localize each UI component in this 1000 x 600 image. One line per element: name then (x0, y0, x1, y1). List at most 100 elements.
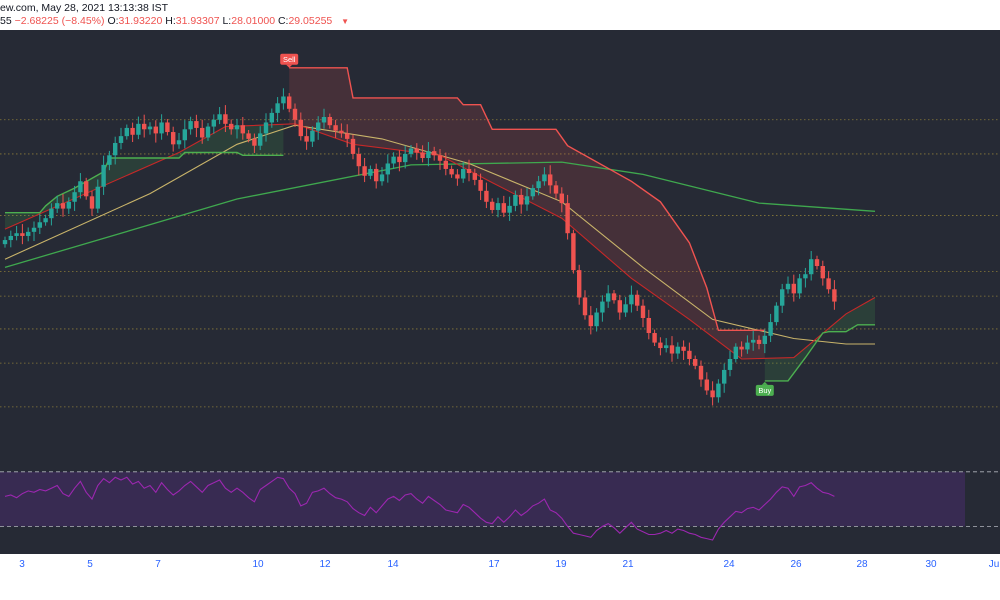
trailing-stops (5, 67, 875, 382)
candle-body (548, 174, 553, 186)
candle-body (269, 112, 274, 123)
candle-body (275, 103, 280, 113)
candle-body (281, 96, 286, 104)
candle-body (611, 293, 617, 301)
candle-body (669, 345, 675, 354)
candle-body (101, 164, 106, 187)
candle-body (693, 359, 698, 366)
candle-body (194, 121, 199, 128)
x-tick-label: 28 (856, 559, 868, 570)
x-tick-label: 21 (622, 559, 634, 570)
price-chart[interactable]: Sell Buy (0, 30, 1000, 570)
candle-body (803, 274, 808, 279)
candle-body (8, 235, 13, 241)
candle-body (287, 96, 292, 109)
candle-body (391, 156, 396, 164)
rsi-panel (0, 471, 1000, 541)
candle-body (124, 127, 129, 137)
x-tick-label: 7 (155, 559, 161, 570)
candle-body (113, 142, 118, 156)
candle-body (95, 186, 100, 209)
candle-body (258, 133, 263, 146)
candle-body (472, 173, 477, 180)
candle-body (559, 193, 564, 204)
candle-body (159, 122, 164, 134)
candle-body (211, 119, 216, 127)
candle-body (107, 155, 112, 165)
candle-body (478, 179, 483, 191)
candle-body (565, 203, 570, 234)
x-tick-label: 26 (790, 559, 802, 570)
candle-body (229, 123, 234, 130)
candle-body (623, 304, 628, 313)
candle-body (200, 127, 205, 138)
candle-body (646, 317, 651, 334)
x-tick-label: 10 (252, 559, 264, 570)
candle-body (414, 148, 419, 153)
candle-body (606, 293, 611, 302)
trailing-stop-buy-line (764, 324, 875, 382)
candle-body (72, 192, 77, 202)
h-label: H: (165, 15, 176, 27)
candle-body (432, 151, 437, 156)
candle-body (635, 294, 640, 306)
candle-body (751, 339, 756, 343)
candle-body (455, 174, 460, 179)
ma-long-line (4, 161, 876, 269)
candle-body (153, 126, 158, 134)
candle-body (426, 151, 431, 159)
candle-body (530, 188, 535, 197)
candle-body (652, 333, 657, 343)
footer (0, 574, 1000, 600)
candle-body (292, 108, 298, 120)
candle-body (350, 138, 356, 154)
candle-body (826, 278, 831, 290)
candle-body (832, 289, 837, 302)
candle-body (333, 125, 338, 131)
candle-body (536, 181, 541, 189)
candle-body (420, 152, 425, 159)
candle-body (368, 168, 373, 176)
candle-body (339, 130, 344, 134)
x-tick-label: 30 (925, 559, 937, 570)
candle-body (484, 190, 489, 202)
buy-signal-box (755, 384, 774, 396)
o-value: 31.93220 (118, 15, 163, 27)
x-tick-label: 3 (19, 559, 25, 570)
x-tick-label: 5 (87, 559, 93, 570)
candle-body (797, 278, 802, 294)
candle-body (327, 116, 332, 126)
candle-body (722, 369, 727, 384)
candle-body (403, 153, 408, 163)
rsi-line (4, 476, 835, 541)
trailing-stop-buy-line (5, 151, 284, 214)
candle-body (223, 114, 228, 124)
candle-body (571, 233, 576, 271)
candle-body (774, 305, 779, 323)
x-tick-label: 19 (555, 559, 567, 570)
candle-body (495, 203, 501, 210)
candle-body (519, 194, 524, 205)
candle-body (687, 350, 692, 360)
header-ohlc-line: 55 −2.68225 (−8.45%) O:31.93220 H:31.933… (0, 15, 352, 27)
candle-body (20, 233, 25, 236)
candle-body (739, 346, 744, 350)
x-tick-label: 17 (488, 559, 500, 570)
candle-body (304, 136, 309, 142)
candle-body (182, 129, 187, 141)
chart-header: ew.com, May 28, 2021 13:13:38 IST 55 −2.… (0, 0, 1000, 30)
candles (2, 88, 837, 406)
candle-body (136, 123, 141, 135)
candle-body (577, 270, 582, 298)
candle-body (814, 259, 820, 267)
signal-pointer (286, 64, 293, 68)
h-value: 31.93307 (175, 15, 220, 27)
candle-body (385, 163, 390, 175)
candle-body (809, 259, 814, 275)
candle-body (698, 365, 704, 380)
candle-body (60, 203, 66, 209)
candle-body (745, 342, 750, 350)
candle-body (14, 233, 19, 236)
candle-body (66, 201, 71, 209)
candle-body (629, 294, 634, 305)
